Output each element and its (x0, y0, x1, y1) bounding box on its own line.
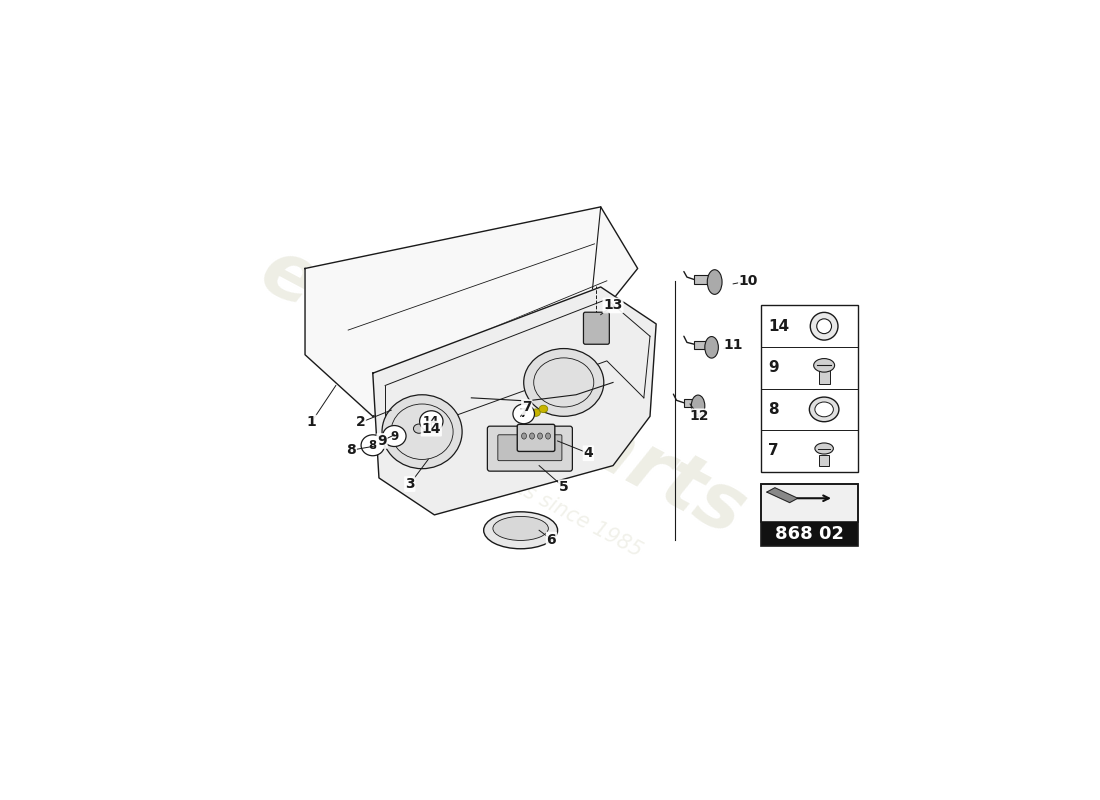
Text: 3: 3 (405, 477, 415, 491)
Text: 7: 7 (522, 400, 531, 414)
Polygon shape (767, 488, 798, 502)
Text: a passion for parts since 1985: a passion for parts since 1985 (359, 395, 646, 561)
Ellipse shape (531, 409, 540, 416)
Text: 11: 11 (724, 338, 743, 353)
Text: 14: 14 (768, 318, 790, 334)
Ellipse shape (529, 433, 535, 439)
Ellipse shape (815, 443, 834, 454)
Ellipse shape (539, 406, 548, 413)
Ellipse shape (810, 397, 839, 422)
Text: 868 02: 868 02 (776, 525, 844, 543)
Text: 7: 7 (519, 407, 528, 420)
Text: europeparts: europeparts (246, 232, 758, 551)
Bar (761, 484, 858, 522)
Ellipse shape (524, 349, 604, 416)
Text: 2: 2 (355, 415, 365, 430)
Bar (694, 341, 706, 349)
Text: 5: 5 (559, 480, 569, 494)
Text: 8: 8 (368, 438, 377, 452)
Ellipse shape (419, 410, 443, 432)
FancyBboxPatch shape (583, 312, 609, 344)
Bar (820, 454, 829, 466)
Polygon shape (305, 207, 638, 416)
Bar (694, 275, 708, 284)
Text: 12: 12 (690, 410, 710, 423)
Text: 9: 9 (390, 430, 398, 442)
Ellipse shape (361, 435, 385, 456)
Ellipse shape (814, 358, 835, 372)
Text: 14: 14 (424, 414, 440, 428)
Ellipse shape (816, 319, 832, 334)
Text: 6: 6 (547, 533, 557, 546)
Text: 8: 8 (768, 402, 779, 417)
Bar (761, 522, 858, 546)
Ellipse shape (538, 433, 542, 439)
Ellipse shape (414, 424, 425, 434)
Text: 14: 14 (421, 422, 441, 436)
Ellipse shape (521, 433, 527, 439)
Text: 7: 7 (768, 443, 779, 458)
Ellipse shape (705, 337, 718, 358)
Text: 9: 9 (768, 360, 779, 375)
Ellipse shape (493, 517, 548, 541)
Bar (684, 399, 696, 407)
Ellipse shape (691, 395, 705, 417)
Text: 8: 8 (346, 443, 356, 457)
Ellipse shape (707, 270, 722, 294)
Ellipse shape (815, 402, 834, 417)
Ellipse shape (484, 512, 558, 549)
Ellipse shape (383, 426, 406, 446)
Ellipse shape (513, 404, 535, 424)
Bar (761, 306, 858, 472)
Ellipse shape (382, 394, 462, 469)
FancyBboxPatch shape (517, 424, 554, 451)
FancyBboxPatch shape (487, 426, 572, 471)
Ellipse shape (811, 312, 838, 340)
Ellipse shape (546, 433, 550, 439)
Bar (818, 370, 829, 384)
Polygon shape (373, 287, 656, 515)
Text: 1: 1 (306, 415, 316, 430)
Text: 4: 4 (583, 446, 593, 460)
Text: 13: 13 (603, 298, 623, 313)
FancyBboxPatch shape (498, 435, 562, 461)
Bar (761, 484, 858, 546)
Text: 10: 10 (739, 274, 758, 288)
Text: 9: 9 (377, 434, 387, 448)
